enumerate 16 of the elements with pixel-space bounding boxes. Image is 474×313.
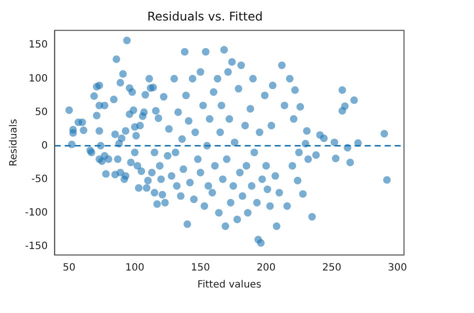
y-tick-label: 50 [34,106,48,118]
x-tick-label: 50 [62,262,76,274]
y-tick-label: 100 [28,73,48,84]
y-axis-title: Residuals [8,118,20,166]
x-axis-title: Fitted values [197,280,262,291]
y-tick-label: 0 [41,140,48,152]
x-tick-label: 100 [125,262,144,274]
x-tick-label: 300 [388,262,407,274]
y-tick-label: -100 [24,207,48,218]
x-tick-label: 150 [190,262,210,274]
chart-title: Residuals vs. Fitted [147,9,263,24]
x-tick-label: 200 [256,262,276,274]
y-tick-label: -50 [31,174,48,185]
y-tick-label: -150 [24,240,48,252]
x-tick-label: 250 [322,262,342,274]
y-tick-label: 150 [28,40,48,51]
